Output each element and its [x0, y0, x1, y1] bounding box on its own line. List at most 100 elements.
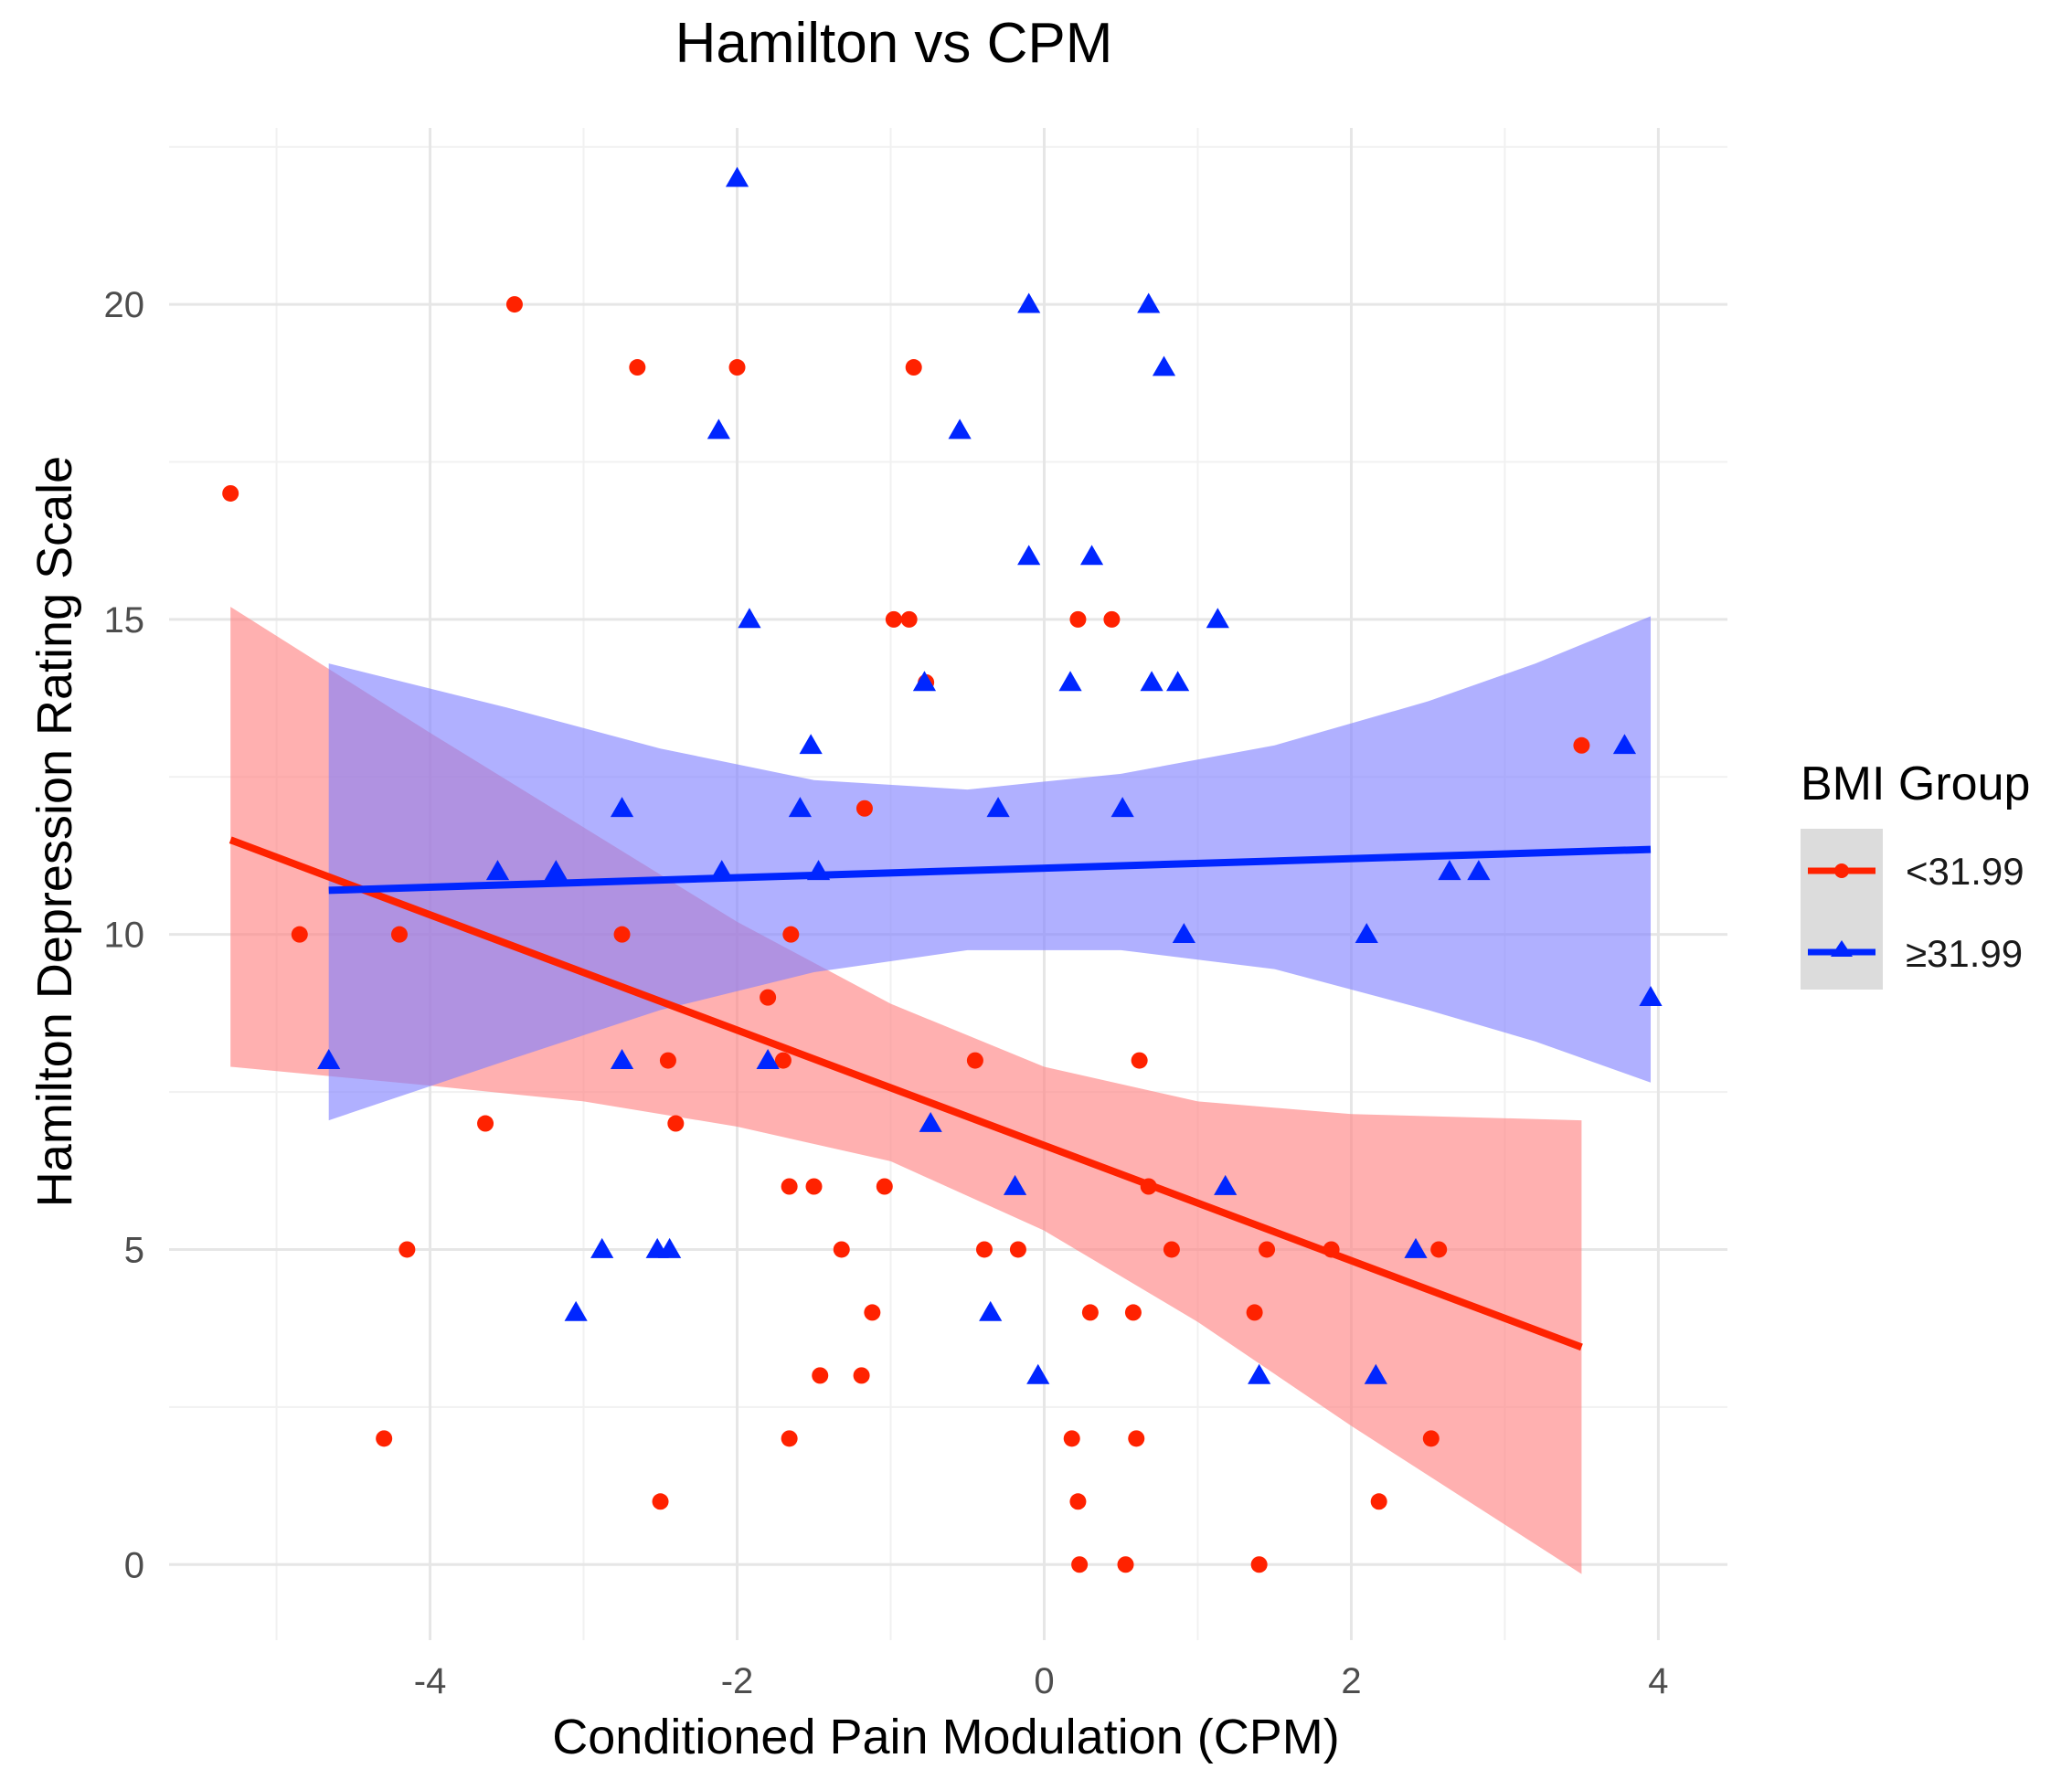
data-point-high-bmi: [1404, 1237, 1428, 1258]
data-point-high-bmi: [1017, 292, 1041, 313]
x-tick-label: -4: [414, 1661, 447, 1701]
x-tick-label: 2: [1341, 1661, 1361, 1701]
data-point-high-bmi: [1438, 860, 1461, 881]
legend-key-marker-high: [1831, 940, 1853, 957]
data-point-low-bmi: [222, 484, 239, 502]
data-points: [222, 166, 1663, 1573]
legend: BMI Group <31.99 ≥31.99: [1801, 757, 2030, 990]
legend-keys: [1808, 863, 1875, 957]
data-point-low-bmi: [376, 1430, 393, 1447]
data-point-low-bmi: [398, 1241, 416, 1258]
data-point-high-bmi: [1137, 292, 1161, 313]
data-point-high-bmi: [1639, 986, 1663, 1006]
x-tick-label: 4: [1648, 1661, 1668, 1701]
data-point-high-bmi: [919, 1111, 942, 1132]
y-tick-label: 5: [124, 1230, 144, 1270]
regression-line-high-bmi: [328, 845, 1652, 895]
data-point-low-bmi: [966, 1052, 983, 1069]
data-point-low-bmi: [1573, 736, 1590, 754]
data-point-low-bmi: [1259, 1241, 1276, 1258]
data-point-low-bmi: [1163, 1241, 1180, 1258]
confidence-ribbons: [230, 607, 1652, 1574]
regression-line-low-bmi: [228, 836, 1583, 1351]
data-point-high-bmi: [1467, 860, 1491, 881]
data-point-low-bmi: [812, 1367, 829, 1384]
x-tick-label: 0: [1034, 1661, 1054, 1701]
x-axis-title: Conditioned Pain Modulation (CPM): [552, 1710, 1339, 1764]
data-point-low-bmi: [659, 1052, 676, 1069]
data-point-high-bmi: [1003, 1174, 1027, 1195]
data-point-low-bmi: [782, 926, 800, 943]
data-point-low-bmi: [1069, 1493, 1087, 1510]
data-point-low-bmi: [1370, 1493, 1387, 1510]
data-point-high-bmi: [1152, 355, 1176, 376]
data-point-high-bmi: [1172, 923, 1195, 944]
data-point-low-bmi: [876, 1178, 893, 1195]
data-point-low-bmi: [291, 926, 308, 943]
data-point-high-bmi: [1017, 545, 1041, 566]
data-point-low-bmi: [781, 1430, 798, 1447]
data-point-high-bmi: [979, 1300, 1003, 1321]
data-point-high-bmi: [1612, 734, 1637, 755]
data-point-low-bmi: [1422, 1430, 1440, 1447]
data-point-high-bmi: [707, 418, 730, 440]
data-point-high-bmi: [1026, 1363, 1050, 1384]
y-tick-label: 15: [104, 600, 145, 641]
data-point-low-bmi: [774, 1052, 792, 1069]
legend-label-high: ≥31.99: [1906, 932, 2023, 975]
data-point-low-bmi: [905, 359, 922, 376]
data-point-low-bmi: [505, 296, 523, 313]
data-point-high-bmi: [1364, 1363, 1387, 1384]
legend-label-low: <31.99: [1906, 850, 2024, 893]
data-point-low-bmi: [1246, 1304, 1263, 1321]
data-point-low-bmi: [667, 1115, 685, 1132]
data-point-low-bmi: [613, 926, 631, 943]
y-tick-label: 0: [124, 1545, 144, 1585]
data-point-low-bmi: [1071, 1556, 1089, 1573]
data-point-high-bmi: [485, 860, 510, 881]
data-point-low-bmi: [833, 1241, 850, 1258]
chart-title: Hamilton vs CPM: [675, 12, 1113, 75]
data-point-low-bmi: [855, 800, 873, 817]
regression-lines: [228, 836, 1652, 1351]
data-point-high-bmi: [1166, 671, 1190, 692]
x-tick-label: -2: [721, 1661, 754, 1701]
data-point-high-bmi: [317, 1048, 341, 1069]
legend-key-marker-low: [1834, 863, 1849, 878]
data-point-high-bmi: [1079, 545, 1104, 566]
data-point-low-bmi: [477, 1115, 494, 1132]
data-point-high-bmi: [1214, 1174, 1238, 1195]
data-point-low-bmi: [805, 1178, 823, 1195]
data-point-low-bmi: [728, 359, 746, 376]
data-point-low-bmi: [1250, 1556, 1268, 1573]
data-point-low-bmi: [853, 1367, 870, 1384]
data-point-high-bmi: [799, 734, 823, 755]
y-axis-title: Hamilton Depression Rating Scale: [27, 456, 82, 1207]
data-point-low-bmi: [1131, 1052, 1148, 1069]
data-point-high-bmi: [1248, 1363, 1271, 1384]
data-point-low-bmi: [760, 989, 777, 1006]
data-point-low-bmi: [1103, 610, 1121, 628]
x-axis-tick-labels: -4 -2 0 2 4: [414, 1661, 1669, 1701]
data-point-high-bmi: [788, 797, 812, 818]
data-point-low-bmi: [390, 926, 408, 943]
data-point-high-bmi: [1355, 923, 1378, 944]
data-point-low-bmi: [885, 610, 902, 628]
y-tick-label: 10: [104, 916, 145, 956]
legend-key-background: [1801, 829, 1883, 990]
data-point-low-bmi: [629, 359, 646, 376]
data-point-low-bmi: [900, 610, 918, 628]
data-point-low-bmi: [652, 1493, 669, 1510]
legend-title: BMI Group: [1801, 757, 2030, 810]
data-point-low-bmi: [781, 1178, 798, 1195]
plot-panel: [169, 128, 1727, 1640]
data-point-high-bmi: [1206, 608, 1229, 629]
data-point-low-bmi: [1430, 1241, 1448, 1258]
data-point-high-bmi: [725, 166, 749, 187]
y-axis-tick-labels: 0 5 10 15 20: [104, 285, 145, 1585]
data-point-high-bmi: [590, 1237, 614, 1258]
data-point-low-bmi: [975, 1241, 993, 1258]
y-tick-label: 20: [104, 285, 145, 325]
data-point-low-bmi: [1124, 1304, 1142, 1321]
